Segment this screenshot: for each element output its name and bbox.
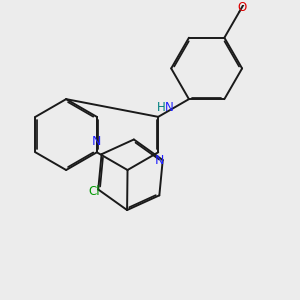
Text: N: N — [92, 135, 101, 148]
Text: N: N — [165, 101, 174, 115]
Text: Cl: Cl — [88, 185, 100, 198]
Text: N: N — [155, 154, 164, 167]
Text: H: H — [157, 101, 165, 115]
Text: O: O — [238, 1, 247, 13]
